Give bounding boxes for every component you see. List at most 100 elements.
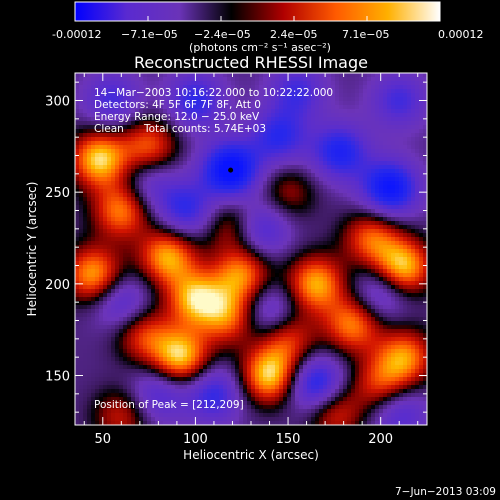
heatmap-cell (115, 285, 120, 290)
heatmap-cell (347, 85, 352, 90)
heatmap-cell (235, 77, 240, 82)
heatmap-cell (371, 93, 376, 98)
heatmap-cell (399, 73, 404, 78)
heatmap-cell (207, 153, 212, 158)
heatmap-cell (391, 169, 396, 174)
heatmap-cell (147, 129, 152, 134)
colorbar-tick-label: −2.4e−05 (194, 28, 251, 41)
heatmap-cell (259, 185, 264, 190)
heatmap-cell (351, 149, 356, 154)
heatmap-cell (211, 97, 216, 102)
heatmap-cell (79, 245, 84, 250)
heatmap-cell (139, 165, 144, 170)
heatmap-cell (291, 165, 296, 170)
heatmap-cell (299, 121, 304, 126)
heatmap-cell (235, 229, 240, 234)
heatmap-cell (111, 121, 116, 126)
heatmap-cell (231, 221, 236, 226)
heatmap-cell (123, 109, 128, 114)
heatmap-cell (307, 277, 312, 282)
heatmap-cell (107, 125, 112, 130)
heatmap-cell (99, 81, 104, 86)
heatmap-cell (311, 121, 316, 126)
heatmap-cell (175, 249, 180, 254)
heatmap-cell (151, 133, 156, 138)
heatmap-cell (147, 205, 152, 210)
heatmap-cell (351, 221, 356, 226)
heatmap-cell (119, 173, 124, 178)
heatmap-cell (207, 297, 212, 302)
heatmap-cell (327, 241, 332, 246)
heatmap-cell (271, 213, 276, 218)
heatmap-cell (111, 153, 116, 158)
heatmap-cell (207, 101, 212, 106)
heatmap-cell (363, 281, 368, 286)
heatmap-cell (403, 257, 408, 262)
heatmap-cell (159, 229, 164, 234)
heatmap-cell (315, 181, 320, 186)
heatmap-cell (223, 245, 228, 250)
heatmap-cell (339, 201, 344, 206)
heatmap-cell (359, 265, 364, 270)
heatmap-cell (375, 253, 380, 258)
heatmap-cell (379, 217, 384, 222)
heatmap-cell (359, 137, 364, 142)
heatmap-cell (131, 269, 136, 274)
heatmap-cell (163, 129, 168, 134)
heatmap-cell (331, 93, 336, 98)
heatmap-cell (315, 285, 320, 290)
heatmap-cell (259, 105, 264, 110)
heatmap-cell (91, 81, 96, 86)
heatmap-cell (327, 161, 332, 166)
heatmap-cell (79, 117, 84, 122)
heatmap-cell (147, 197, 152, 202)
heatmap-cell (311, 261, 316, 266)
heatmap-cell (211, 229, 216, 234)
heatmap-cell (119, 249, 124, 254)
heatmap-cell (331, 141, 336, 146)
heatmap-cell (259, 253, 264, 258)
heatmap-cell (267, 249, 272, 254)
heatmap-cell (151, 289, 156, 294)
heatmap-cell (239, 101, 244, 106)
heatmap-cell (143, 77, 148, 82)
heatmap-cell (95, 269, 100, 274)
heatmap-cell (123, 189, 128, 194)
heatmap-cell (271, 277, 276, 282)
heatmap-cell (159, 201, 164, 206)
heatmap-cell (195, 145, 200, 150)
heatmap-cell (419, 213, 424, 218)
heatmap-cell (299, 165, 304, 170)
heatmap-cell (203, 177, 208, 182)
heatmap-cell (335, 221, 340, 226)
heatmap-cell (343, 245, 348, 250)
heatmap-cell (311, 233, 316, 238)
heatmap-cell (243, 161, 248, 166)
heatmap-cell (175, 181, 180, 186)
heatmap-cell (303, 89, 308, 94)
heatmap-cell (383, 121, 388, 126)
heatmap-cell (155, 193, 160, 198)
heatmap-cell (147, 141, 152, 146)
heatmap-cell (415, 233, 420, 238)
heatmap-cell (79, 277, 84, 282)
heatmap-cell (95, 153, 100, 158)
heatmap-cell (211, 205, 216, 210)
heatmap-cell (263, 249, 268, 254)
heatmap-cell (315, 145, 320, 150)
heatmap-cell (131, 141, 136, 146)
heatmap-cell (219, 265, 224, 270)
heatmap-cell (79, 161, 84, 166)
heatmap-cell (111, 205, 116, 210)
heatmap-cell (419, 209, 424, 214)
heatmap-cell (107, 157, 112, 162)
heatmap-cell (107, 277, 112, 282)
heatmap-cell (303, 153, 308, 158)
heatmap-cell (407, 105, 412, 110)
heatmap-cell (255, 225, 260, 230)
heatmap-cell (415, 161, 420, 166)
heatmap-cell (403, 241, 408, 246)
heatmap-cell (303, 193, 308, 198)
heatmap-cell (407, 225, 412, 230)
heatmap-cell (179, 117, 184, 122)
